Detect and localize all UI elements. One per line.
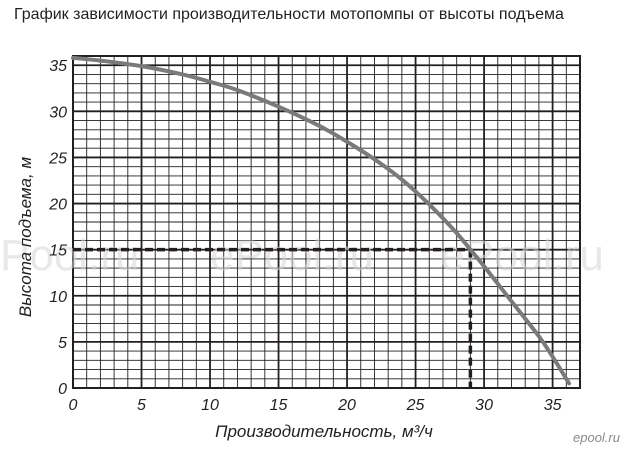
minor-grid: [72, 55, 581, 389]
chart-title: График зависимости производительности мо…: [14, 6, 564, 23]
y-tick-label: 35: [49, 58, 67, 75]
y-tick-label: 10: [49, 289, 67, 306]
watermark-text: Pool.ru: [0, 231, 139, 280]
x-tick-label: 35: [544, 397, 562, 414]
x-tick-label: 0: [69, 397, 78, 414]
series-line: [71, 55, 572, 386]
y-tick-label: 5: [58, 335, 67, 352]
y-tick-label: 15: [49, 243, 67, 260]
y-tick-label: 25: [48, 150, 67, 167]
plot-frame: [72, 55, 581, 389]
x-axis-label: Производительность, м³/ч: [215, 422, 433, 441]
y-tick-labels: 0 5 10 15 20 25 30 35: [48, 58, 67, 398]
dashed-guides: [73, 247, 473, 388]
y-tick-label: 30: [49, 104, 67, 121]
series-layer: [71, 55, 572, 386]
x-tick-label: 20: [337, 397, 356, 414]
y-axis-label: Высота подъема, м: [16, 157, 35, 318]
x-tick-label: 25: [406, 397, 425, 414]
y-tick-label: 20: [48, 197, 67, 214]
x-tick-label: 5: [137, 397, 146, 414]
watermark-layer: Pool.ru ePool.ru ePool.ru epool.ru: [0, 231, 620, 445]
x-tick-label: 10: [201, 397, 219, 414]
y-tick-label: 0: [58, 381, 67, 398]
x-tick-label: 30: [475, 397, 493, 414]
corner-watermark: epool.ru: [573, 430, 620, 445]
watermark-text: ePool.ru: [210, 231, 374, 280]
watermark-text: ePool.ru: [440, 231, 604, 280]
x-tick-label: 15: [270, 397, 288, 414]
x-tick-labels: 0 5 10 15 20 25 30 35: [69, 397, 562, 414]
